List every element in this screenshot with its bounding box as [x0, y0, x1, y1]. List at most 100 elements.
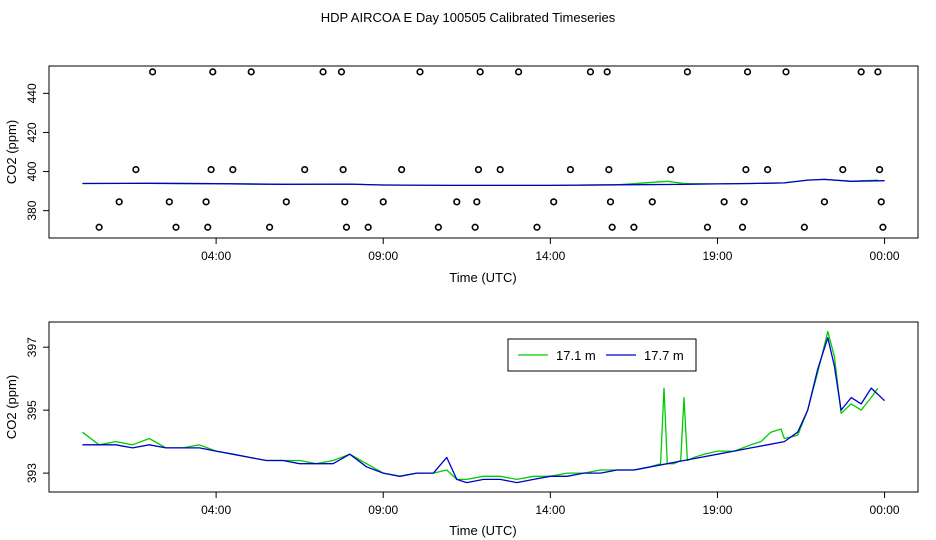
bottom-series-line-17-1-m [82, 330, 879, 481]
top-cal-point [95, 223, 103, 231]
top-cal-point [566, 165, 575, 174]
top-y-tick-label: 400 [25, 161, 39, 181]
top-series-line-series-1 [82, 178, 885, 187]
bottom-x-tick-label: 09:00 [368, 503, 398, 517]
top-cal-point [608, 223, 616, 231]
top-cal-point [800, 223, 808, 231]
top-x-tick-label: 09:00 [368, 249, 398, 263]
top-cal-point [743, 68, 752, 76]
top-cal-point [496, 165, 504, 174]
top-cal-point [630, 223, 638, 231]
top-cal-point [683, 68, 691, 76]
top-cal-point [720, 198, 728, 206]
top-cal-point [605, 165, 613, 174]
top-cal-point [820, 198, 829, 206]
top-y-tick-label: 440 [25, 83, 39, 103]
top-cal-point [282, 198, 290, 206]
top-cal-point [877, 198, 885, 206]
bottom-plot-frame [48, 321, 919, 493]
top-cal-point [476, 68, 484, 76]
top-cal-point [648, 198, 656, 206]
top-cal-point [342, 223, 351, 231]
top-cal-point [874, 68, 882, 76]
bottom-x-tick-label: 19:00 [702, 503, 732, 517]
top-cal-point [204, 223, 212, 231]
bottom-y-axis: 393 395 397 [25, 337, 49, 483]
top-cal-point [667, 165, 675, 174]
top-plot-frame [48, 65, 919, 239]
top-cal-point [879, 223, 887, 231]
top-cal-point [550, 198, 558, 206]
top-cal-point [603, 68, 611, 76]
top-cal-point [379, 198, 387, 206]
top-cal-point [474, 165, 483, 174]
top-cal-point [782, 68, 790, 76]
top-cal-point [172, 223, 180, 231]
top-cal-point [875, 165, 884, 174]
bottom-y-tick-label: 395 [25, 400, 39, 420]
top-cal-point [398, 165, 406, 174]
bottom-panel: 04:00 09:00 14:00 19:00 00:00 393 395 397 Time… [4, 321, 919, 538]
top-cal-point [738, 223, 747, 231]
top-cal-point [115, 198, 123, 206]
top-cal-point [341, 198, 349, 206]
top-cal-point [857, 68, 865, 76]
top-y-tick-label: 420 [25, 122, 39, 142]
bottom-x-axis-label: Time (UTC) [449, 523, 516, 538]
bottom-y-axis-label: CO2 (ppm) [4, 375, 19, 439]
top-cal-point [533, 223, 541, 231]
top-cal-point [319, 68, 327, 76]
legend: 17.1 m 17.7 m [507, 338, 697, 372]
bottom-x-tick-label: 04:00 [201, 503, 231, 517]
bottom-x-tick-label: 00:00 [870, 503, 900, 517]
top-y-tick-label: 380 [25, 200, 39, 220]
top-cal-point [416, 68, 424, 76]
top-cal-point [763, 165, 772, 174]
top-series-line-series-0 [82, 178, 878, 187]
top-cal-point [132, 165, 140, 174]
legend-label-17-7m: 17.7 m [644, 348, 684, 363]
bottom-y-tick-label: 397 [25, 337, 39, 357]
top-cal-point [209, 68, 217, 76]
top-x-tick-label: 04:00 [201, 249, 231, 263]
top-cal-point [586, 68, 595, 76]
top-cal-point [265, 223, 274, 231]
top-y-axis: 380 400 420 440 [25, 83, 49, 221]
top-cal-point [742, 165, 750, 174]
top-cal-point [473, 198, 481, 206]
bottom-y-tick-label: 393 [25, 463, 39, 483]
chart-title: HDP AIRCOA E Day 100505 Calibrated Times… [321, 10, 616, 25]
top-cal-point [207, 165, 215, 174]
top-x-tick-label: 14:00 [535, 249, 565, 263]
top-cal-point [247, 68, 255, 76]
top-y-axis-label: CO2 (ppm) [4, 120, 19, 184]
top-cal-point [514, 68, 523, 76]
top-cal-point [229, 165, 237, 174]
top-x-axis-label: Time (UTC) [449, 270, 516, 285]
top-cal-point [339, 165, 347, 174]
bottom-x-tick-label: 14:00 [535, 503, 565, 517]
top-cal-point [337, 68, 346, 76]
bottom-series-line-17-7-m [82, 337, 886, 484]
legend-label-17-1m: 17.1 m [556, 348, 596, 363]
top-x-tick-label: 00:00 [870, 249, 900, 263]
top-marks [82, 68, 887, 231]
top-cal-point [149, 68, 157, 76]
top-panel: 04:00 09:00 14:00 19:00 00:00 380 400 420 440 T… [4, 65, 919, 285]
top-cal-point [703, 223, 712, 231]
bottom-x-axis: 04:00 09:00 14:00 19:00 00:00 [201, 492, 900, 517]
top-cal-point [453, 198, 461, 206]
top-cal-point [165, 198, 173, 206]
top-cal-point [301, 165, 309, 174]
bottom-marks [82, 330, 886, 484]
top-x-tick-label: 19:00 [702, 249, 732, 263]
top-cal-point [202, 198, 210, 206]
top-cal-point [471, 223, 479, 231]
top-cal-point [364, 223, 372, 231]
top-cal-point [839, 165, 847, 174]
top-cal-point [434, 223, 442, 231]
top-cal-point [606, 198, 615, 206]
top-cal-point [740, 198, 748, 206]
top-x-axis: 04:00 09:00 14:00 19:00 00:00 [201, 238, 900, 263]
